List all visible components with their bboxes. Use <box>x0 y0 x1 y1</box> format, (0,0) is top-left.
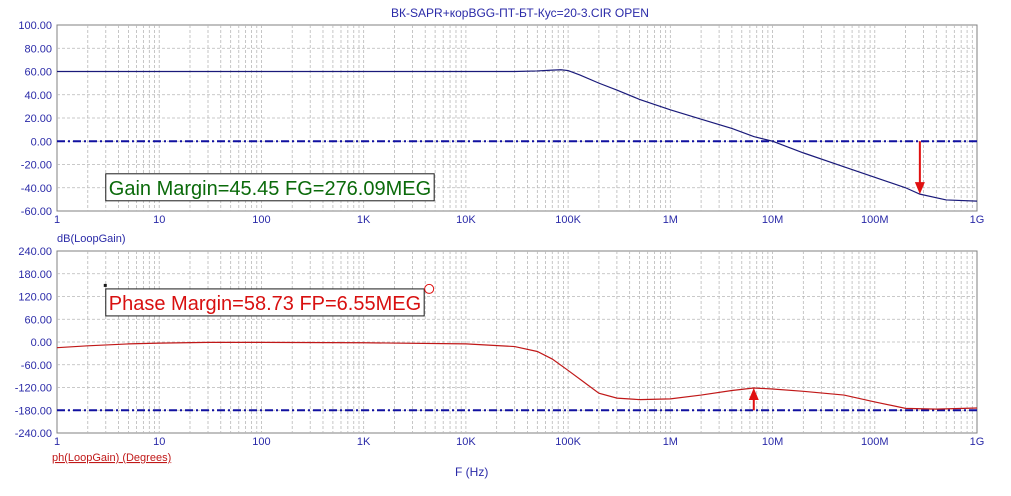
x-tick-label: 1M <box>663 214 678 226</box>
annotation-text: Gain Margin=45.45 FG=276.09MEG <box>109 178 431 200</box>
gain-margin-marker <box>914 141 925 195</box>
gain-trace-label[interactable]: dB(LoopGain) <box>57 233 126 245</box>
annotation-anchor-handle <box>103 283 107 287</box>
x-tick-label: 100M <box>861 214 889 226</box>
y-tick-label: 100.00 <box>18 20 52 32</box>
x-tick-label: 100 <box>252 436 270 448</box>
y-tick-label: -60.00 <box>21 206 52 218</box>
y-tick-label: -40.00 <box>21 183 52 195</box>
phase-margin-marker <box>748 387 759 411</box>
y-tick-label: -180.00 <box>15 405 52 417</box>
gain-curve[interactable] <box>57 69 978 202</box>
x-tick-label: 1K <box>357 214 371 226</box>
y-tick-label: -60.00 <box>21 360 52 372</box>
phase-margin-annotation[interactable]: Phase Margin=58.73 FP=6.55MEG <box>103 283 435 317</box>
y-tick-label: 0.00 <box>31 136 52 148</box>
x-tick-label: 10 <box>153 436 165 448</box>
x-tick-label: 1G <box>970 436 985 448</box>
y-tick-label: -120.00 <box>15 383 52 395</box>
x-tick-label: 10 <box>153 214 165 226</box>
x-tick-label: 1K <box>357 436 371 448</box>
y-tick-label: 120.00 <box>18 292 52 304</box>
x-tick-label: 1G <box>970 214 985 226</box>
x-tick-label: 1 <box>54 436 60 448</box>
x-tick-label: 1 <box>54 214 60 226</box>
annotation-handle-icon[interactable] <box>424 283 435 294</box>
x-tick-label: 10M <box>762 214 783 226</box>
y-tick-label: 60.00 <box>24 314 52 326</box>
y-tick-label: 240.00 <box>18 246 52 258</box>
y-tick-label: 60.00 <box>24 67 52 79</box>
x-tick-label: 1M <box>663 436 678 448</box>
y-tick-label: 180.00 <box>18 269 52 281</box>
gain-panel[interactable]: 1 10 100 1K 10K 100K 1M 10M 100M 1G -60.00 -40.00 -2… <box>18 20 984 245</box>
x-tick-label: 100M <box>861 436 889 448</box>
arrow-head-icon <box>914 182 925 195</box>
window-title: ВК-SAPR+корBGG-ПТ-БТ-Кус=20-3.CIR OPEN <box>391 6 649 20</box>
y-tick-label: 40.00 <box>24 90 52 102</box>
x-tick-label: 10M <box>762 436 783 448</box>
x-tick-label: 10K <box>456 214 476 226</box>
x-tick-label: 100K <box>555 436 581 448</box>
annotation-box <box>105 288 425 317</box>
y-tick-label: 0.00 <box>31 337 52 349</box>
phase-grid <box>57 251 977 433</box>
annotation-box <box>105 173 435 202</box>
y-tick-label: -240.00 <box>15 428 52 440</box>
gain-margin-annotation[interactable]: Gain Margin=45.45 FG=276.09MEG <box>105 173 435 202</box>
x-axis-label: F (Hz) <box>455 465 488 479</box>
y-tick-label: -20.00 <box>21 160 52 172</box>
y-tick-label: 80.00 <box>24 43 52 55</box>
annotation-text: Phase Margin=58.73 FP=6.55MEG <box>109 293 421 315</box>
x-tick-label: 100 <box>252 214 270 226</box>
phase-curve[interactable] <box>56 341 978 410</box>
y-tick-label: 20.00 <box>24 113 52 125</box>
arrow-head-icon <box>748 387 759 400</box>
x-tick-label: 100K <box>555 214 581 226</box>
phase-trace-label[interactable]: ph(LoopGain) (Degrees) <box>52 452 171 464</box>
x-tick-label: 10K <box>456 436 476 448</box>
phase-panel[interactable]: 1 10 100 1K 10K 100K 1M 10M 100M 1G -240.00 -180.00… <box>15 246 985 464</box>
